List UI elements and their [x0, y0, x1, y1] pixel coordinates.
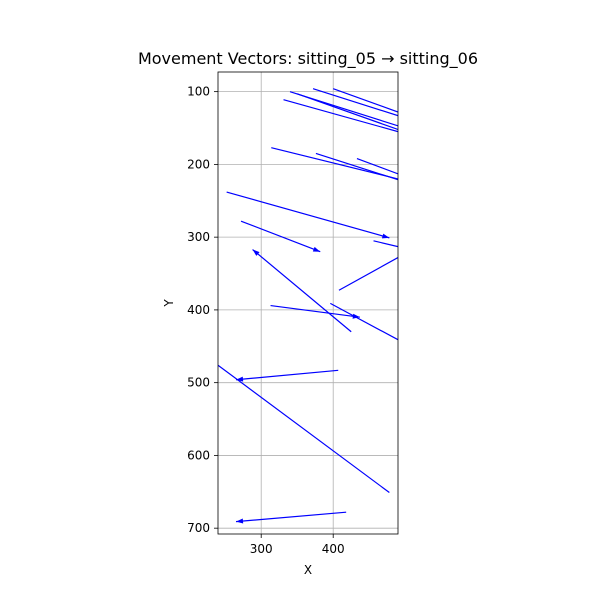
movement-vector — [270, 304, 360, 319]
vector-shaft — [283, 99, 398, 133]
y-tick-label: 500 — [187, 376, 210, 390]
vector-arrowhead — [236, 518, 244, 524]
vector-shaft — [240, 220, 321, 253]
vector-shaft — [332, 88, 398, 113]
vector-shaft — [330, 302, 398, 341]
vector-shaft — [373, 240, 398, 248]
vector-arrowhead — [252, 249, 260, 256]
vector-shaft — [271, 147, 398, 180]
movement-vector — [315, 152, 398, 181]
vector-arrowhead — [312, 246, 321, 252]
x-axis-label: X — [304, 563, 312, 577]
movement-vector — [226, 191, 390, 239]
y-tick-label: 700 — [187, 521, 210, 535]
ticks: 300 400 100 200 300 400 500 600 700 — [187, 85, 345, 556]
movement-vector — [235, 511, 347, 524]
vector-shaft — [235, 369, 339, 381]
vector-shaft — [252, 249, 352, 333]
movement-vector — [271, 147, 398, 180]
vector-shaft — [338, 257, 398, 291]
vector-shaft — [226, 191, 390, 239]
movement-vector — [218, 364, 390, 494]
vector-shaft — [235, 511, 347, 523]
vector-arrowhead — [236, 376, 244, 382]
vector-shaft — [270, 304, 360, 318]
vector-shaft — [315, 152, 398, 181]
y-tick-label: 600 — [187, 448, 210, 462]
chart-title: Movement Vectors: sitting_05 → sitting_0… — [138, 49, 478, 69]
plot-frame — [217, 71, 399, 535]
movement-vector — [356, 158, 398, 175]
grid — [218, 72, 398, 534]
y-tick-label: 200 — [187, 157, 210, 171]
movement-vector — [283, 99, 398, 133]
movement-vector — [252, 249, 352, 333]
x-tick-label: 400 — [322, 542, 345, 556]
y-axis-label: Y — [162, 299, 176, 308]
movement-vector — [235, 369, 339, 382]
movement-vector — [330, 302, 398, 341]
movement-vector — [332, 88, 398, 113]
movement-vector — [296, 93, 398, 131]
y-tick-label: 100 — [187, 85, 210, 99]
movement-vector — [240, 220, 321, 253]
vector-arrowhead — [381, 233, 390, 239]
vector-shaft — [296, 93, 398, 131]
movement-vector — [338, 257, 398, 291]
movement-vector — [373, 240, 398, 248]
vector-shaft — [312, 88, 398, 117]
y-tick-label: 400 — [187, 303, 210, 317]
x-tick-label: 300 — [250, 542, 273, 556]
vector-arrowhead — [352, 313, 360, 319]
vector-shaft — [356, 158, 398, 175]
y-tick-label: 300 — [187, 230, 210, 244]
movement-vector — [312, 88, 398, 117]
vector-layer — [218, 88, 398, 524]
vector-shaft — [218, 364, 390, 494]
